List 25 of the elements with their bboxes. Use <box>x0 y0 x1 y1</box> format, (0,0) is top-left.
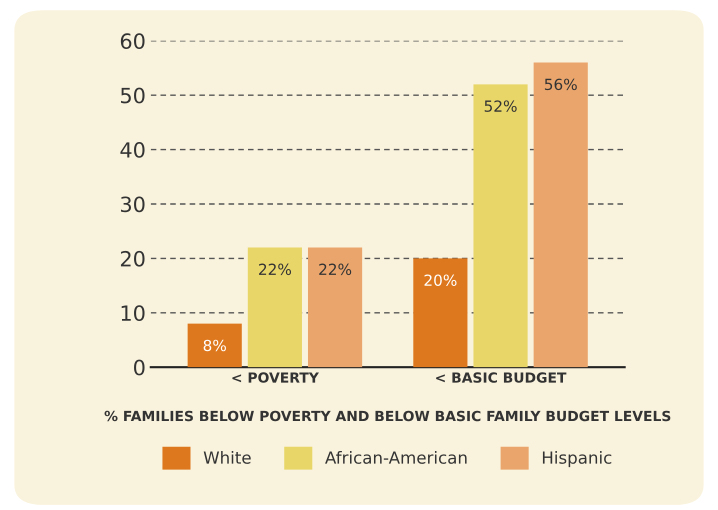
data-label: 8% <box>204 340 226 352</box>
bar <box>248 248 302 368</box>
legend-label: African-American <box>325 450 467 464</box>
y-tick-label: 10 <box>122 305 145 322</box>
data-label: 20% <box>424 274 457 286</box>
bar <box>473 84 528 368</box>
data-label: 52% <box>484 100 517 112</box>
y-tick-label: 40 <box>120 142 145 158</box>
bar <box>188 324 242 368</box>
y-tick-label: 30 <box>120 196 145 212</box>
bar <box>413 258 468 368</box>
y-tick-label: 0 <box>134 360 145 376</box>
y-tick-label: 60 <box>120 33 145 50</box>
data-label: 22% <box>319 264 352 276</box>
data-label: 56% <box>544 78 577 90</box>
y-tick-label: 20 <box>120 250 145 267</box>
x-tick-label: < POVERTY <box>232 372 319 383</box>
legend-label: White <box>204 450 251 464</box>
legend-label: Hispanic <box>542 450 612 468</box>
bar <box>308 248 362 368</box>
y-tick-label: 50 <box>121 88 145 104</box>
x-axis-title: % FAMILIES BELOW POVERTY AND BELOW BASIC FAMILY BUDGET LEVELS <box>104 410 670 422</box>
x-tick-label: < BASIC BUDGET <box>436 372 566 383</box>
data-label: 22% <box>259 264 292 276</box>
bar <box>534 62 588 368</box>
